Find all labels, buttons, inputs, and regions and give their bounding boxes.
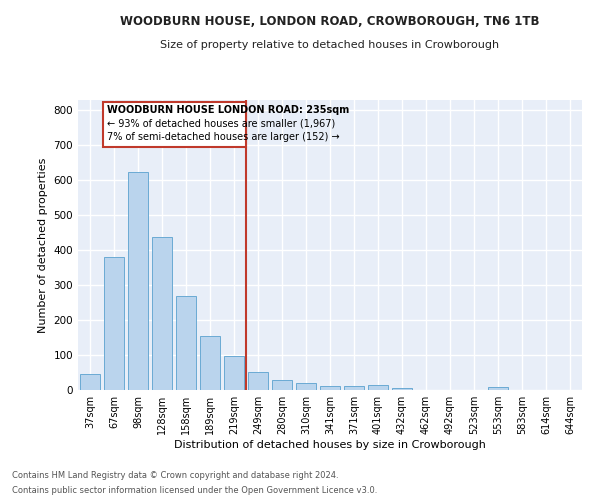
Bar [224, 356, 244, 390]
Text: Contains HM Land Registry data © Crown copyright and database right 2024.: Contains HM Land Registry data © Crown c… [12, 471, 338, 480]
Bar [296, 384, 316, 390]
Bar [392, 388, 412, 390]
Text: Size of property relative to detached houses in Crowborough: Size of property relative to detached ho… [160, 40, 500, 50]
FancyBboxPatch shape [103, 102, 246, 147]
Text: ← 93% of detached houses are smaller (1,967): ← 93% of detached houses are smaller (1,… [107, 118, 335, 128]
Bar [176, 296, 196, 390]
Y-axis label: Number of detached properties: Number of detached properties [38, 158, 48, 332]
Bar [488, 387, 508, 390]
Text: WOODBURN HOUSE LONDON ROAD: 235sqm: WOODBURN HOUSE LONDON ROAD: 235sqm [107, 104, 349, 115]
Bar [368, 385, 388, 390]
Bar [80, 374, 100, 390]
Text: 7% of semi-detached houses are larger (152) →: 7% of semi-detached houses are larger (1… [107, 132, 340, 142]
Bar [248, 372, 268, 390]
Bar [104, 257, 124, 390]
Bar [152, 237, 172, 390]
Text: WOODBURN HOUSE, LONDON ROAD, CROWBOROUGH, TN6 1TB: WOODBURN HOUSE, LONDON ROAD, CROWBOROUGH… [120, 15, 540, 28]
Bar [344, 386, 364, 390]
Bar [320, 386, 340, 390]
Bar [128, 172, 148, 390]
Text: Contains public sector information licensed under the Open Government Licence v3: Contains public sector information licen… [12, 486, 377, 495]
X-axis label: Distribution of detached houses by size in Crowborough: Distribution of detached houses by size … [174, 440, 486, 450]
Bar [272, 380, 292, 390]
Bar [200, 336, 220, 390]
